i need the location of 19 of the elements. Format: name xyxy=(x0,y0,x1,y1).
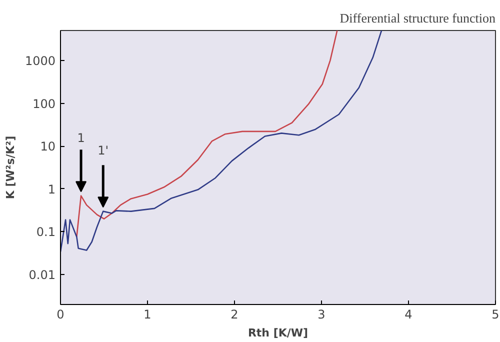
y-tick-label: 1000 xyxy=(24,54,56,68)
y-tick-label: 1 xyxy=(48,182,56,196)
x-axis-title: Rth [K/W] xyxy=(248,326,308,340)
x-tick-label: 0 xyxy=(56,308,64,322)
x-tick-label: 4 xyxy=(404,308,412,322)
x-tick-label: 3 xyxy=(318,308,326,322)
x-tick-label: 1 xyxy=(144,308,152,322)
y-tick-label: 100 xyxy=(32,96,56,111)
annotation: 1' xyxy=(98,144,109,158)
x-tick-label: 2 xyxy=(230,308,238,322)
annotation: 1 xyxy=(77,131,85,146)
y-axis-title: K [W²s/K²] xyxy=(4,136,17,200)
x-tick-label: 5 xyxy=(492,308,500,322)
y-tick-label: 10 xyxy=(40,140,56,154)
chart-title: Differential structure function xyxy=(340,10,496,26)
y-tick-label: 0.01 xyxy=(28,268,56,282)
line-series xyxy=(60,30,382,252)
line-series xyxy=(76,30,338,238)
y-tick-label: 0.1 xyxy=(36,225,56,240)
